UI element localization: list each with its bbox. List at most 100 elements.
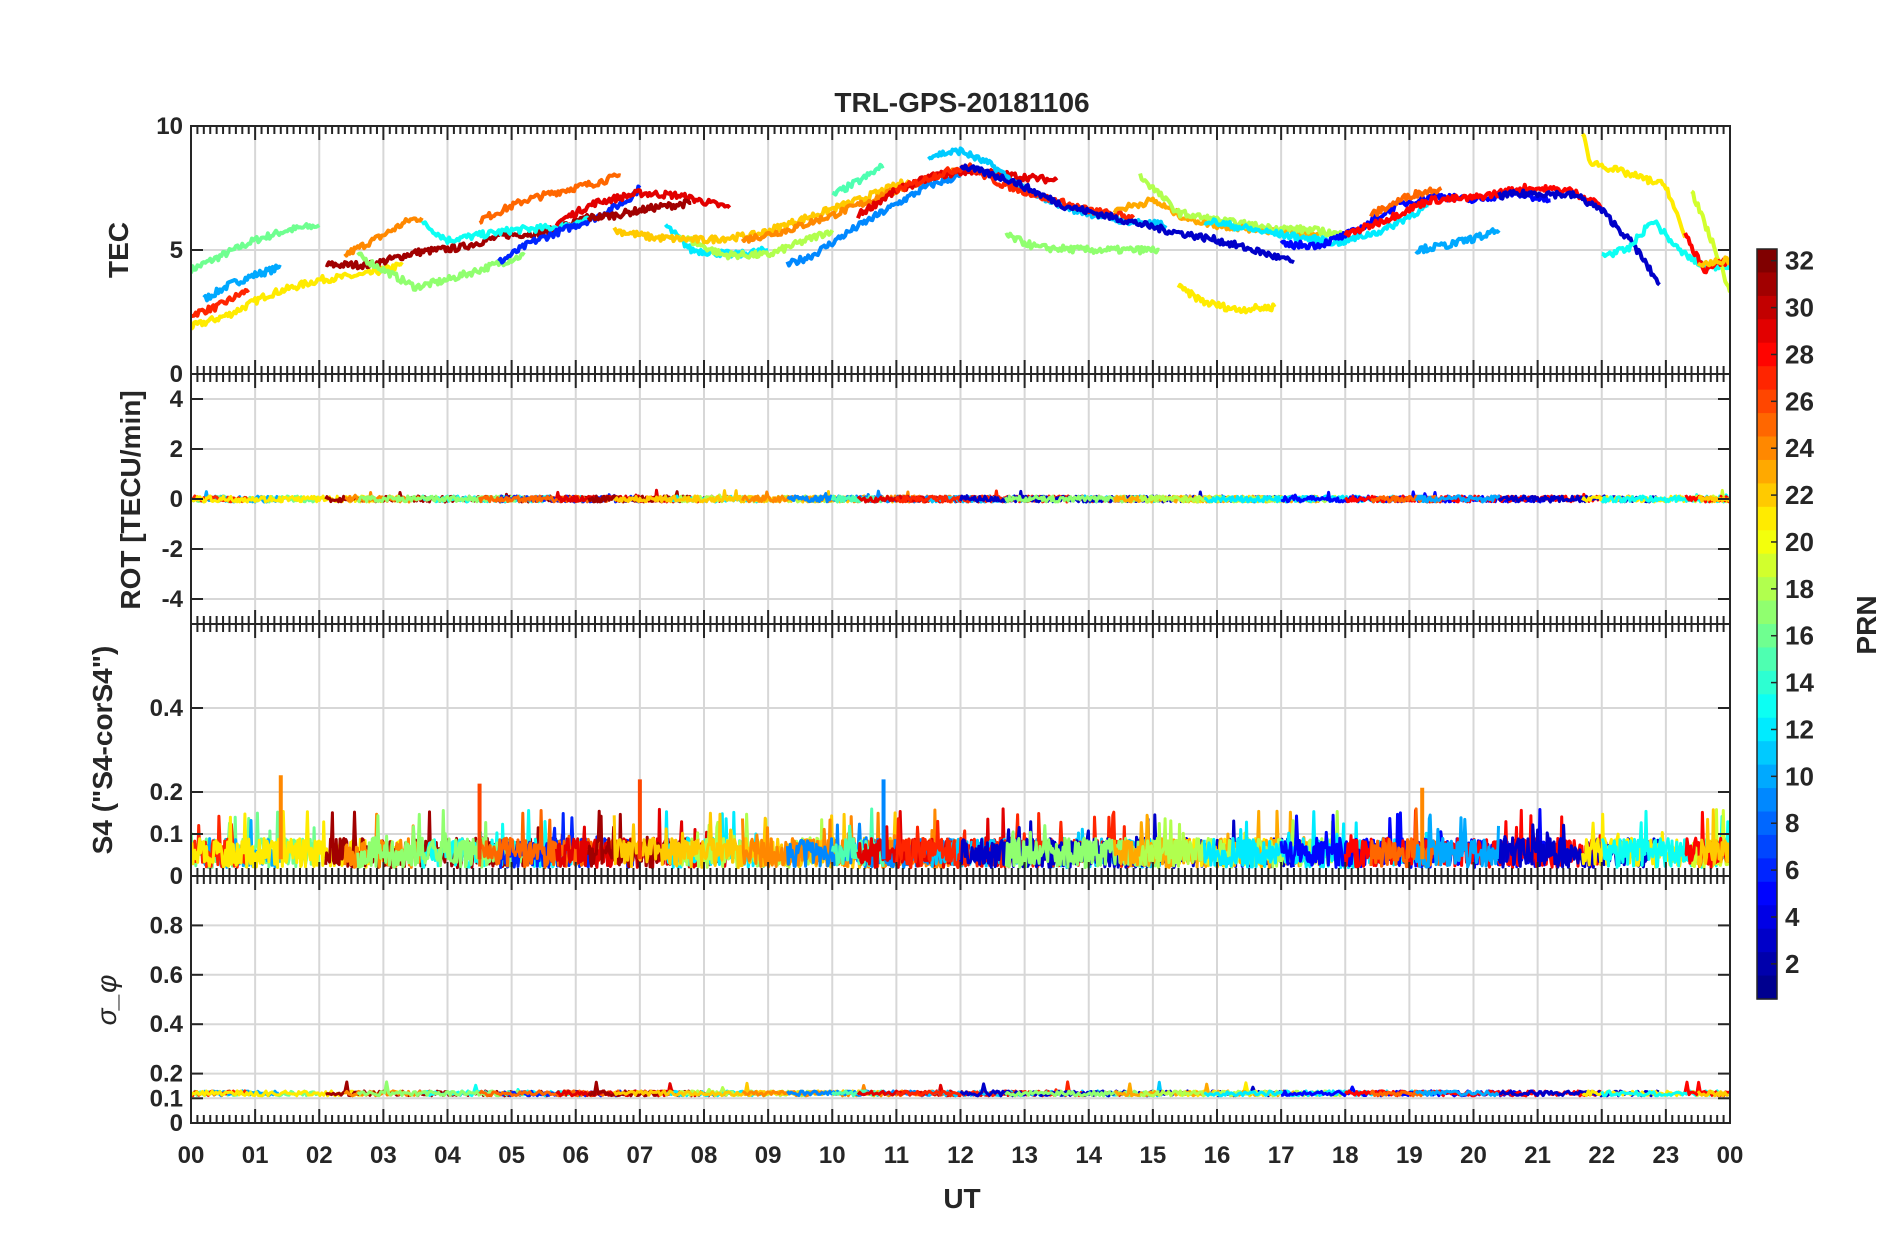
y-tick-label: 0.1: [150, 821, 183, 848]
colorbar-tick-label: 8: [1785, 808, 1799, 838]
colorbar-swatch: [1757, 389, 1777, 414]
tec-series-line: [959, 163, 1295, 265]
colorbar-ticks: 32 30 28 26 24 22 20 18 16 14 12 10 8 6 4 2: [1771, 246, 1814, 979]
colorbar-swatch: [1757, 764, 1777, 789]
x-tick-label: 06: [562, 1142, 589, 1169]
colorbar-swatch: [1757, 905, 1777, 930]
tec-series-line: [420, 215, 591, 245]
y-tick-label: 0.1: [150, 1085, 183, 1112]
tec-series-line: [191, 222, 321, 274]
y-tick-label: 5: [170, 237, 183, 264]
x-tick-label: 07: [627, 1142, 654, 1169]
colorbar-tick-label: 6: [1785, 855, 1799, 885]
y-tick-label: 0.2: [150, 779, 183, 806]
colorbar-tick-label: 4: [1785, 902, 1800, 932]
tec-series-line: [1696, 255, 1730, 268]
colorbar-swatch: [1757, 881, 1777, 906]
rot-series: [191, 488, 1730, 504]
colorbar-swatch: [1757, 858, 1777, 883]
x-tick-label: 00: [1717, 1142, 1744, 1169]
colorbar-swatch: [1757, 506, 1777, 531]
figure-title: TRL-GPS-20181106: [834, 87, 1089, 118]
sigma-series-line: [356, 1080, 525, 1098]
colorbar-tick-label: 20: [1785, 527, 1814, 557]
colorbar-swatch: [1757, 249, 1777, 274]
colorbar-swatch: [1757, 319, 1777, 344]
tec-axes: 0 5 10: [156, 113, 1731, 388]
tec-panel: 0 5 10 TEC: [103, 113, 1731, 388]
colorbar-swatch: [1757, 413, 1777, 438]
x-tick-label: 03: [370, 1142, 397, 1169]
y-tick-label: 0: [170, 486, 183, 513]
tec-series-line: [612, 178, 911, 245]
y-tick-label: 0: [170, 863, 183, 890]
colorbar-swatch: [1757, 366, 1777, 391]
colorbar-swatch: [1757, 788, 1777, 813]
colorbar-swatch: [1757, 530, 1777, 555]
x-tick-label: 14: [1075, 1142, 1102, 1169]
x-tick-label: 09: [755, 1142, 782, 1169]
tec-series-line: [785, 172, 961, 268]
colorbar-swatch: [1757, 670, 1777, 695]
colorbar-label: PRN: [1851, 595, 1882, 654]
x-tick-label: 02: [306, 1142, 333, 1169]
y-tick-label: 0.4: [150, 1011, 184, 1038]
y-tick-label: -4: [162, 586, 184, 613]
x-tick-label: 17: [1268, 1142, 1295, 1169]
colorbar-swatch: [1757, 272, 1777, 297]
colorbar-swatch: [1757, 741, 1777, 766]
x-axis-label: UT: [943, 1183, 980, 1214]
y-tick-label: 10: [156, 113, 183, 140]
s4-panel: 0 0.1 0.2 0.4 S4 ("S4-corS4"): [87, 623, 1731, 890]
colorbar-swatch: [1757, 928, 1777, 953]
s4-series-line: [356, 809, 526, 869]
colorbar-swatch: [1757, 624, 1777, 649]
tec-series-line: [1112, 196, 1321, 239]
x-tick-label: 11: [884, 1142, 909, 1169]
tec-series-line: [586, 198, 692, 222]
colorbar-swatch: [1757, 647, 1777, 672]
sigma-phi-panel: 00.10.2 0.4 0.6 0.8 σ_φ: [91, 875, 1731, 1137]
x-tick-label: 15: [1140, 1142, 1167, 1169]
tec-series-line: [1414, 227, 1501, 255]
colorbar-swatch: [1757, 577, 1777, 602]
colorbar-swatch: [1757, 694, 1777, 719]
tec-series-line: [343, 216, 424, 258]
colorbar-tick-label: 22: [1785, 480, 1814, 510]
x-tick-label: 21: [1524, 1142, 1551, 1169]
tec-series-line: [554, 188, 732, 227]
sigma-axes: 00.10.2 0.4 0.6 0.8: [150, 875, 1731, 1137]
y-tick-label: 0.4: [150, 695, 184, 722]
x-tick-label: 23: [1653, 1142, 1680, 1169]
s4-series-line: [343, 812, 423, 869]
x-tick-label: 08: [691, 1142, 718, 1169]
sigma-series: [191, 1080, 1730, 1098]
x-tick-label: 12: [947, 1142, 974, 1169]
colorbar-swatch: [1757, 459, 1777, 484]
colorbar-tick-label: 12: [1785, 714, 1814, 744]
colorbar-swatch: [1757, 600, 1777, 625]
colorbar-swatch: [1757, 483, 1777, 508]
tec-series-line: [1004, 231, 1160, 256]
s4-axes: 0 0.1 0.2 0.4: [150, 623, 1731, 890]
colorbar-swatch: [1757, 342, 1777, 367]
rot-panel: -4 -2 0 2 4 ROT [TECU/min]: [115, 373, 1731, 625]
y-tick-label: -2: [162, 536, 183, 563]
x-tick-label: 01: [242, 1142, 269, 1169]
tec-series: [191, 132, 1730, 331]
colorbar-swatch: [1757, 295, 1777, 320]
s4-ylabel: S4 ("S4-corS4"): [87, 646, 118, 855]
s4-series-line: [1696, 808, 1730, 868]
tec-series-line: [677, 229, 835, 261]
y-tick-label: 0: [170, 1110, 183, 1137]
x-tick-label: 19: [1396, 1142, 1423, 1169]
x-tick-label: 16: [1204, 1142, 1231, 1169]
colorbar-tick-label: 16: [1785, 621, 1814, 651]
tec-series-line: [191, 287, 251, 319]
colorbar-swatch: [1757, 834, 1777, 859]
colorbar-swatch: [1757, 436, 1777, 461]
x-tick-label: 00: [178, 1142, 205, 1169]
colorbar-tick-label: 32: [1785, 246, 1814, 276]
y-tick-label: 0.6: [150, 962, 183, 989]
colorbar: 32 30 28 26 24 22 20 18 16 14 12 10 8 6 4 2 PRN: [1756, 246, 1882, 1000]
